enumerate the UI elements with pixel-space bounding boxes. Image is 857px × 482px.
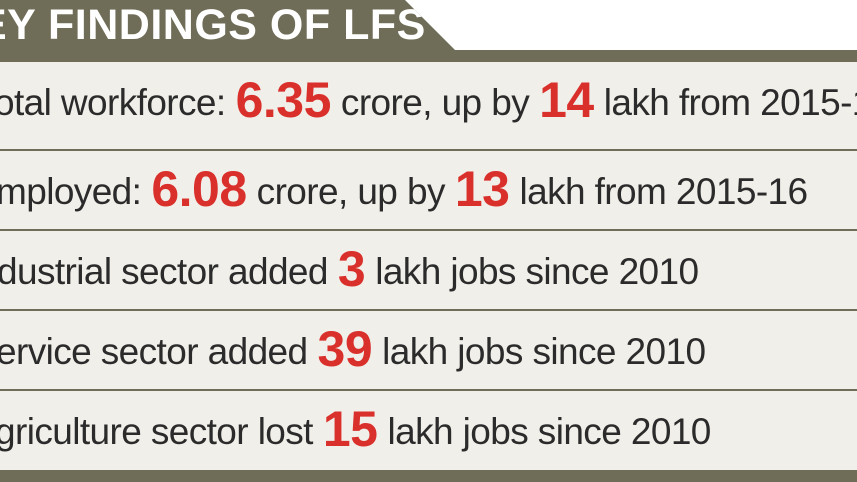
finding-text: griculture sector lost [0,411,313,452]
finding-employed: mployed: 6.08 crore, up by 13 lakh from … [0,151,853,233]
header-rule [0,50,857,62]
finding-highlight-number: 6.08 [151,161,247,217]
finding-highlight-number: 3 [337,241,366,297]
finding-text: crore, up by [256,171,446,212]
header-tab: EY FINDINGS OF LFS [0,0,455,50]
finding-highlight-number: 15 [322,401,378,457]
row-divider [0,389,857,391]
finding-text: lakh jobs since 2010 [375,251,699,292]
finding-highlight-number: 14 [539,72,594,128]
finding-industrial-sector: dustrial sector added 3 lakh jobs since … [0,231,854,313]
header-title: EY FINDINGS OF LFS [0,1,426,49]
findings-list: otal workforce: 6.35 crore, up by 14 lak… [0,62,857,472]
finding-service-sector: ervice sector added 39 lakh jobs since 2… [0,311,853,393]
finding-agriculture-sector: griculture sector lost 15 lakh jobs sinc… [0,391,852,473]
finding-text: crore, up by [340,82,530,123]
finding-highlight-number: 13 [454,161,510,217]
footer-rule [0,470,857,482]
finding-text: lakh jobs since 2010 [387,411,712,452]
finding-highlight-number: 6.35 [235,72,332,128]
row-divider [0,309,857,311]
row-divider [0,229,857,231]
finding-text: lakh from 2015-16 [519,171,808,212]
finding-total-workforce: otal workforce: 6.35 crore, up by 14 lak… [0,62,857,144]
finding-text: ervice sector added [0,331,308,372]
finding-text: otal workforce: [0,82,226,123]
finding-highlight-number: 39 [317,321,373,377]
finding-text: dustrial sector added [0,251,328,292]
finding-text: mployed: [0,171,142,212]
finding-text: lakh jobs since 2010 [382,331,706,372]
row-divider [0,149,857,151]
finding-text: lakh from 2015-16 [603,82,857,123]
